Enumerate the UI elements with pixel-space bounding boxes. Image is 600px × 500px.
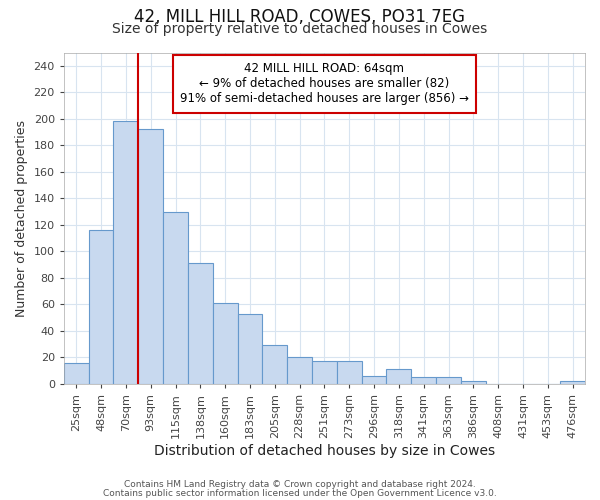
Bar (262, 346, 287, 384)
Bar (64, 362, 89, 384)
Bar (238, 314, 262, 384)
Text: 42 MILL HILL ROAD: 64sqm
← 9% of detached houses are smaller (82)
91% of semi-de: 42 MILL HILL ROAD: 64sqm ← 9% of detache… (180, 62, 469, 106)
Bar (461, 381, 486, 384)
Text: Contains HM Land Registry data © Crown copyright and database right 2024.: Contains HM Land Registry data © Crown c… (124, 480, 476, 489)
Bar (560, 381, 585, 384)
Bar (386, 369, 411, 384)
Bar (113, 122, 138, 384)
Bar (163, 212, 188, 384)
Bar (188, 263, 213, 384)
Bar (312, 362, 337, 384)
X-axis label: Distribution of detached houses by size in Cowes: Distribution of detached houses by size … (154, 444, 495, 458)
Bar (213, 303, 238, 384)
Bar (337, 362, 362, 384)
Bar (436, 377, 461, 384)
Bar (89, 230, 113, 384)
Bar (138, 130, 163, 384)
Bar (287, 358, 312, 384)
Text: Contains public sector information licensed under the Open Government Licence v3: Contains public sector information licen… (103, 489, 497, 498)
Text: Size of property relative to detached houses in Cowes: Size of property relative to detached ho… (112, 22, 488, 36)
Text: 42, MILL HILL ROAD, COWES, PO31 7EG: 42, MILL HILL ROAD, COWES, PO31 7EG (134, 8, 466, 26)
Bar (411, 377, 436, 384)
Y-axis label: Number of detached properties: Number of detached properties (15, 120, 28, 316)
Bar (362, 376, 386, 384)
